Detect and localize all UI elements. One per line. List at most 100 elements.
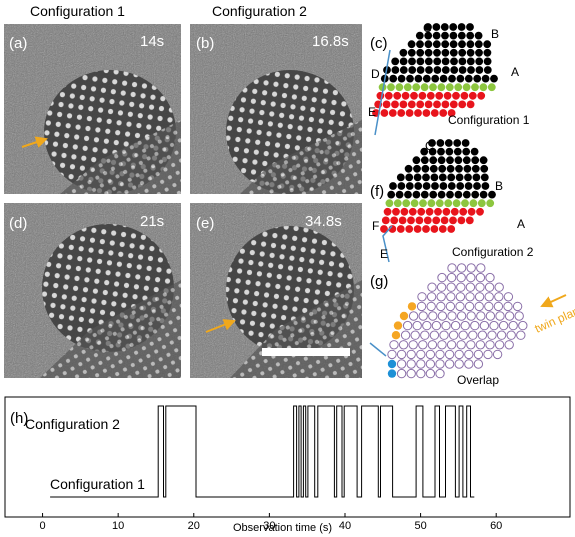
atom <box>431 320 442 331</box>
atom <box>396 368 407 379</box>
atom <box>436 301 446 312</box>
facet-label-C: C <box>423 21 432 35</box>
x-axis-label: Observation time (s) <box>233 522 332 534</box>
atom <box>504 340 514 350</box>
atom <box>448 330 459 340</box>
atom <box>432 31 441 40</box>
atom <box>441 320 451 331</box>
atom <box>464 301 475 312</box>
atom <box>456 340 466 350</box>
atom <box>389 182 397 190</box>
atom <box>408 207 417 216</box>
atom <box>460 320 470 331</box>
atom <box>427 199 436 208</box>
atom <box>458 40 466 49</box>
atom <box>381 216 390 225</box>
atom <box>412 156 421 165</box>
atom <box>402 199 411 208</box>
atom <box>420 147 429 156</box>
tem-panel-e: (e) 34.8s <box>190 203 362 378</box>
atom <box>475 48 483 57</box>
atom <box>446 282 456 292</box>
atom <box>484 282 495 292</box>
atom <box>427 340 438 350</box>
twin-plane-label: twin plane <box>533 301 575 336</box>
tem-panel-b: (b) 16.8s <box>190 24 362 194</box>
facet-label-C: C <box>425 139 434 153</box>
panel-label-f: (f) <box>370 183 384 200</box>
atom <box>378 83 387 92</box>
atom <box>457 23 466 31</box>
atom <box>439 182 448 190</box>
atom <box>399 57 408 66</box>
atom <box>474 301 484 312</box>
atom <box>406 74 414 83</box>
atom <box>470 147 479 156</box>
atom <box>396 173 405 182</box>
atom <box>455 164 463 173</box>
atom <box>380 225 388 233</box>
atom <box>465 292 475 302</box>
atom <box>407 302 417 311</box>
atom <box>480 173 489 182</box>
caption-c: Configuration 1 <box>448 113 530 127</box>
atom <box>483 349 493 360</box>
atom <box>449 48 458 57</box>
atom <box>395 83 404 92</box>
atom <box>424 48 433 57</box>
atom <box>435 349 445 360</box>
atom <box>470 320 480 331</box>
atom <box>473 182 481 190</box>
atom <box>481 74 490 83</box>
atom <box>489 320 499 331</box>
panel-label-d: (d) <box>9 215 27 232</box>
atom <box>474 31 483 40</box>
atom <box>389 340 399 350</box>
atom <box>476 263 486 273</box>
atom <box>477 199 486 208</box>
facet-label-D: D <box>371 67 380 81</box>
atom <box>399 48 408 57</box>
atom <box>412 320 422 331</box>
atom <box>508 320 518 331</box>
atom <box>405 182 414 190</box>
atom <box>397 182 406 190</box>
atom <box>428 147 437 156</box>
atom <box>444 139 453 147</box>
atom <box>424 31 433 40</box>
facet-label-B: B <box>491 27 499 41</box>
atom <box>431 182 439 190</box>
atom <box>399 100 408 109</box>
atom <box>422 225 430 233</box>
atom <box>397 74 406 83</box>
atom <box>441 57 450 66</box>
facet-label-B: B <box>495 179 503 193</box>
atom <box>428 311 438 321</box>
atom <box>466 48 475 57</box>
atom <box>419 199 427 208</box>
atom <box>426 91 435 100</box>
atom <box>485 272 495 283</box>
atom <box>400 207 409 216</box>
atom <box>396 349 407 360</box>
atom <box>441 66 450 74</box>
atom <box>447 225 456 233</box>
facet-label-F: F <box>372 219 379 233</box>
atom <box>446 292 456 302</box>
panel-label-g: (g) <box>370 273 388 290</box>
atom <box>449 100 458 109</box>
tem-panel-a: (a) 14s <box>4 24 181 194</box>
atom <box>422 320 432 331</box>
atom <box>462 156 471 165</box>
atom <box>477 330 488 340</box>
atom <box>457 31 466 40</box>
atom <box>490 74 498 83</box>
atom <box>445 147 454 156</box>
atom <box>487 330 497 340</box>
atom <box>416 40 424 49</box>
atom <box>440 216 449 225</box>
atom <box>453 147 462 156</box>
atom <box>445 83 454 92</box>
atom <box>473 359 484 369</box>
header-config1: Configuration 1 <box>30 3 125 19</box>
